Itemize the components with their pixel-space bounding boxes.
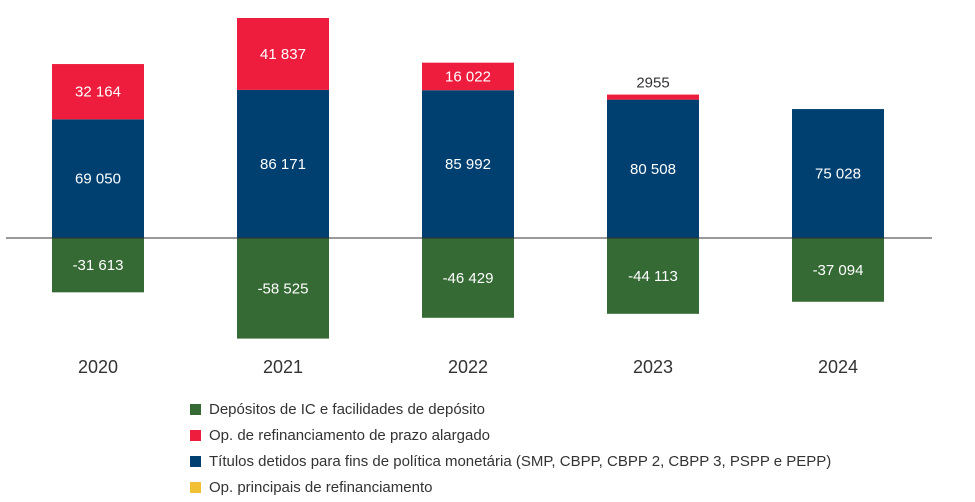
legend-label: Títulos detidos para fins de política mo… — [209, 452, 832, 470]
data-label-2021-series-1: 86 171 — [260, 156, 306, 173]
data-label-2022-series-1: 85 992 — [445, 156, 491, 173]
legend: Depósitos de IC e facilidades de depósit… — [190, 396, 831, 500]
data-label-2021-series-2: 41 837 — [260, 46, 306, 63]
legend-label: Op. principais de refinanciamento — [209, 478, 433, 496]
category-labels-group: 2020 2021 2022 2023 2024 — [78, 357, 858, 377]
bar-2021-series-0 — [237, 238, 329, 339]
category-label-2023: 2023 — [633, 357, 673, 377]
category-label-2021: 2021 — [263, 357, 303, 377]
bar-2020-series-0 — [52, 238, 144, 293]
data-label-2023-series-1: 80 508 — [630, 161, 676, 178]
bar-2022-series-2 — [422, 62, 514, 91]
data-label-2020-series-0: -31 613 — [73, 257, 124, 274]
bar-2021-series-1 — [237, 89, 329, 238]
legend-label: Op. de refinanciamento de prazo alargado — [209, 426, 491, 444]
data-label-2023-series-2: 2955 — [636, 75, 669, 92]
legend-swatch — [190, 481, 201, 493]
category-label-2022: 2022 — [448, 357, 488, 377]
bar-2020-series-2 — [52, 64, 144, 120]
bar-2022-series-0 — [422, 238, 514, 318]
legend-swatch — [190, 455, 201, 467]
legend-swatch — [190, 403, 201, 415]
bar-labels-group: -31 613 69 050 32 164 -58 525 86 171 41 837 -4… — [73, 46, 864, 297]
data-label-2020-series-2: 32 164 — [75, 84, 121, 101]
bars-group — [52, 18, 884, 339]
bar-2024-series-1 — [792, 109, 884, 238]
category-label-2024: 2024 — [818, 357, 858, 377]
legend-item-1: Títulos detidos para fins de política mo… — [190, 448, 831, 474]
legend-item-3: Op. principais de refinanciamento — [190, 474, 831, 500]
bar-2024-series-0 — [792, 238, 884, 302]
legend-label: Depósitos de IC e facilidades de depósit… — [209, 400, 486, 418]
bar-2022-series-1 — [422, 90, 514, 239]
data-label-2023-series-0: -44 113 — [628, 268, 678, 285]
data-label-2022-series-0: -46 429 — [443, 270, 494, 287]
data-label-2024-series-1: 75 028 — [815, 166, 861, 183]
bar-2023-series-2 — [607, 94, 699, 100]
data-label-2020-series-1: 69 050 — [75, 171, 121, 188]
data-label-2022-series-2: 16 022 — [445, 68, 491, 85]
data-label-2024-series-0: -37 094 — [813, 262, 864, 279]
legend-item-2: Op. de refinanciamento de prazo alargado — [190, 422, 831, 448]
bar-2020-series-1 — [52, 119, 144, 238]
legend-item-0: Depósitos de IC e facilidades de depósit… — [190, 396, 831, 422]
bar-2023-series-0 — [607, 238, 699, 314]
stacked-bar-chart: -31 613 69 050 32 164 -58 525 86 171 41 837 -4… — [6, 18, 932, 377]
bar-2021-series-2 — [237, 18, 329, 90]
category-label-2020: 2020 — [78, 357, 118, 377]
data-label-2021-series-0: -58 525 — [258, 280, 309, 297]
legend-swatch — [190, 429, 201, 441]
bar-2023-series-1 — [607, 99, 699, 238]
